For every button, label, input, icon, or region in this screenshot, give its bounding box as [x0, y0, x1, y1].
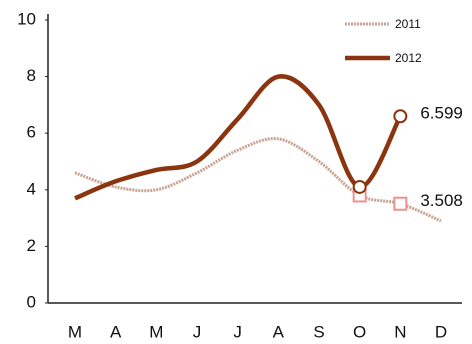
x-tick-label: N [394, 322, 406, 341]
x-tick-label: J [193, 322, 202, 341]
x-tick-label: A [273, 322, 285, 341]
x-tick-label: A [110, 322, 122, 341]
y-tick-label: 4 [27, 179, 36, 198]
y-tick-label: 10 [17, 9, 36, 28]
y-tick-label: 6 [27, 123, 36, 142]
x-tick-label: O [353, 322, 366, 341]
marker [352, 179, 367, 194]
x-tick-label: J [233, 322, 242, 341]
y-tick-label: 8 [27, 66, 36, 85]
y-tick-label: 2 [27, 236, 36, 255]
marker [393, 109, 408, 124]
data-label: 3.508 [420, 191, 463, 210]
data-label: 6.599 [420, 104, 463, 123]
x-tick-label: M [68, 322, 82, 341]
x-tick-label: S [313, 322, 324, 341]
x-tick-label: M [149, 322, 163, 341]
y-tick-label: 0 [27, 292, 36, 311]
x-tick-label: D [435, 322, 447, 341]
series-line [74, 74, 403, 201]
legend-label: 2012 [395, 51, 422, 65]
legend-label: 2011 [395, 17, 421, 31]
series-line [74, 137, 442, 223]
marker [393, 196, 408, 211]
